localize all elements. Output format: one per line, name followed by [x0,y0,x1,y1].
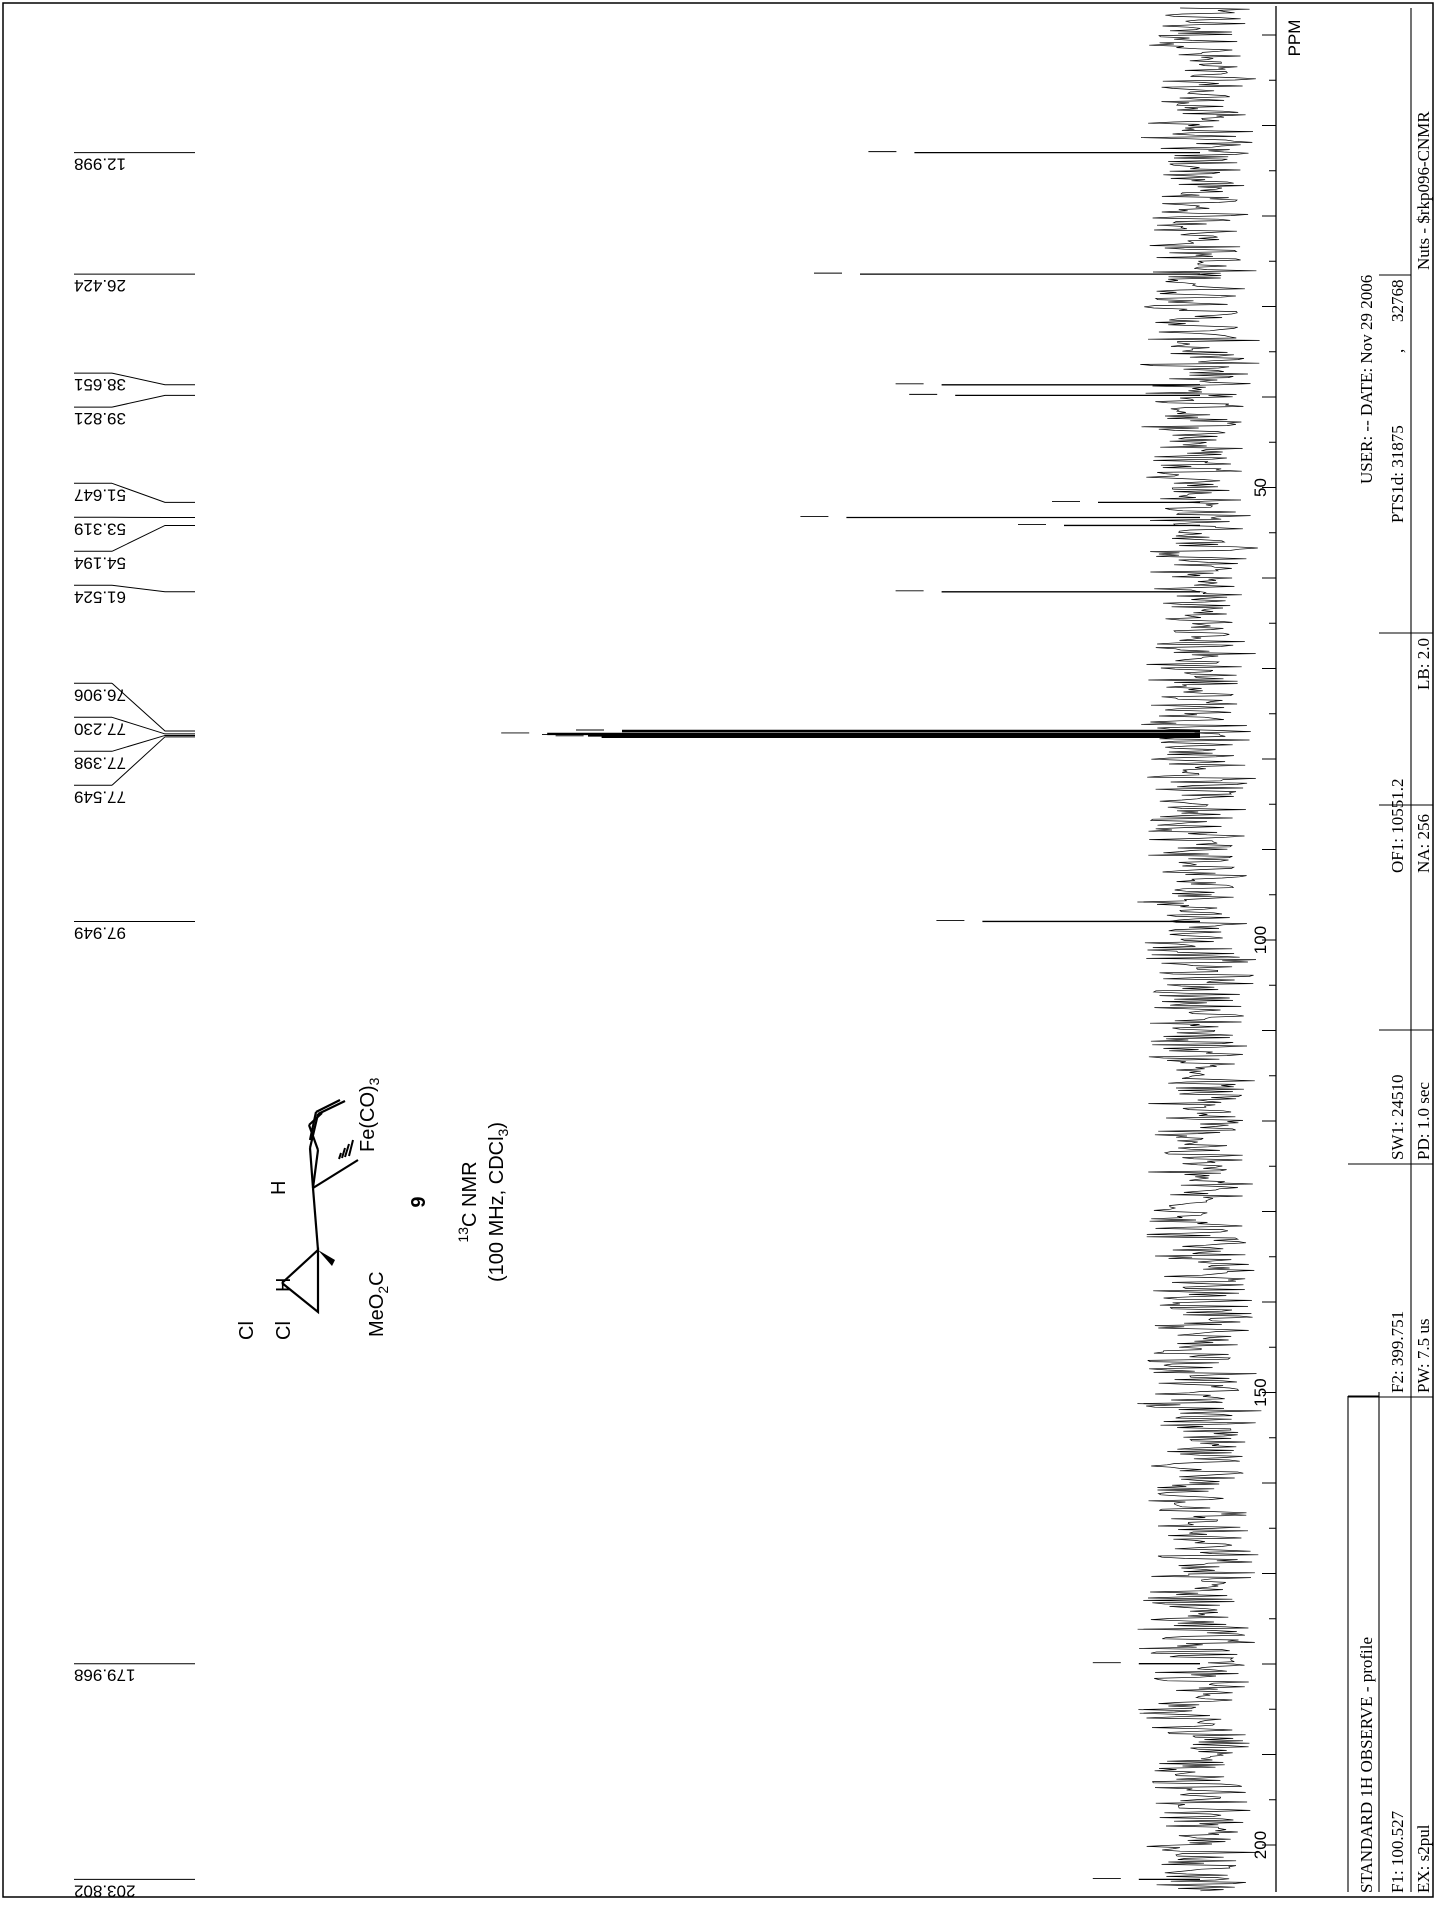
baseline-noise [1137,8,1261,1891]
file-label: Nuts - $rkp096-CNMR [1414,111,1433,270]
na-label: NA: 256 [1414,814,1433,873]
peak-label-group: 12.998 26.424 38.651 39.821 51.647 53.319 54.1… [74,153,195,1900]
peak-shift-label: 77.230 [74,719,126,738]
pw-label: PW: 7.5 us [1414,1319,1433,1393]
peak-shift-label: 51.647 [74,485,126,504]
cl-top-label: Cl [236,1321,258,1340]
pts-separator: , [1388,349,1407,353]
axis-tick-label: 200 [1251,1831,1270,1859]
compound-structure: Cl Cl H H MeO2C Fe(CO)3 9 13C NMR (100 M… [236,1077,511,1340]
ppm-axis-ticks: 50 100 150 200 [1251,35,1276,1859]
peak-shift-label: 97.949 [74,923,126,942]
sw1-label: SW1: 24510 [1388,1075,1407,1160]
peak-shift-label: 61.524 [74,587,126,606]
nmr-conditions: (100 MHz, CDCl3) [486,1122,511,1282]
axis-tick-label: 50 [1251,478,1270,497]
peak-shift-label: 54.194 [74,553,126,572]
of1-label: OF1: 10551.2 [1388,779,1407,873]
hashed-bond [339,1140,353,1159]
peak-shift-label: 179.968 [74,1666,135,1685]
ester-label: MeO2C [366,1271,391,1337]
user-date-label: USER: -- DATE: Nov 29 2006 [1357,275,1376,484]
peak-leader-line [112,395,195,407]
compound-number: 9 [408,1196,430,1207]
f1-label: F1: 100.527 [1388,1810,1407,1893]
parameter-text: STANDARD 1H OBSERVE - profile USER: -- D… [1357,111,1433,1893]
peak-shift-label: 26.424 [74,276,126,295]
ppm-axis-label: PPM [1285,20,1304,57]
peak-shift-label: 39.821 [74,409,126,428]
peak-group [501,152,1200,1900]
pts-label: PTS1d: 31875 [1388,425,1407,523]
axis-tick-label: 100 [1251,926,1270,954]
f2-label: F2: 399.751 [1388,1311,1407,1393]
h-label-chain: H [268,1181,290,1195]
noise-trace [1137,8,1261,1891]
peak-shift-label: 38.651 [74,375,126,394]
fe-label: Fe(CO)3 [357,1077,382,1152]
pts2-label: 32768 [1388,280,1407,323]
page-border [3,3,1433,1897]
axis-tick-label: 150 [1251,1378,1270,1406]
lb-label: LB: 2.0 [1414,638,1433,690]
peak-shift-label: 203.802 [74,1881,135,1900]
peak-shift-label: 76.906 [74,685,126,704]
h-label-cyclopropane: H [273,1278,295,1292]
nmr-title: 13C NMR [455,1161,481,1242]
experiment-label: STANDARD 1H OBSERVE - profile [1357,1637,1376,1893]
peak-shift-label: 77.549 [74,787,126,806]
pd-label: PD: 1.0 sec [1414,1082,1433,1160]
ex-label: EX: s2pul [1414,1824,1433,1893]
cl-bottom-label: Cl [273,1321,295,1340]
peak-shift-label: 77.398 [74,753,126,772]
peak-shift-label: 12.998 [74,155,126,174]
wedge-bond [318,1250,335,1266]
peak-shift-label: 53.319 [74,519,126,538]
